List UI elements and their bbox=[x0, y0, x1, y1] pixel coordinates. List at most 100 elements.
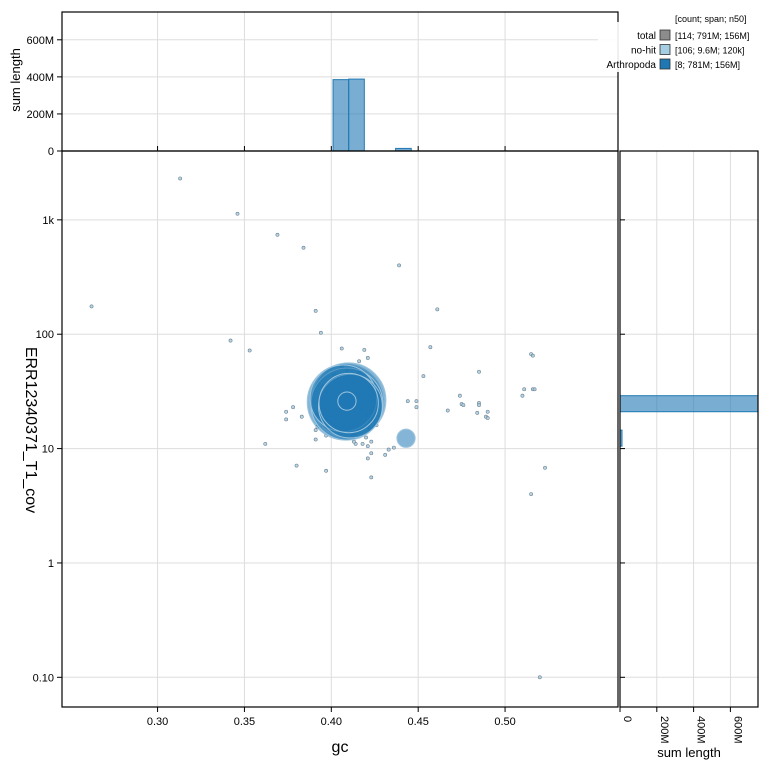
top-histogram-y-label: sum length bbox=[8, 48, 23, 112]
no-hit-point bbox=[284, 417, 289, 422]
no-hit-point bbox=[477, 403, 481, 407]
no-hit-point bbox=[339, 346, 344, 351]
y-axis-label: ERR12340371_T1_cov bbox=[22, 347, 39, 513]
top-y-tick-label: 400M bbox=[26, 72, 54, 84]
legend-entry-name: Arthropoda bbox=[607, 60, 657, 71]
top-y-tick-label: 600M bbox=[26, 35, 54, 47]
no-hit-point bbox=[529, 492, 534, 496]
no-hit-point bbox=[428, 345, 433, 350]
legend-entry-stats: [8; 781M; 156M] bbox=[675, 60, 740, 70]
no-hit-point bbox=[532, 387, 537, 392]
no-hit-point bbox=[530, 353, 535, 358]
no-hit-point bbox=[313, 428, 318, 433]
no-hit-point bbox=[313, 308, 318, 313]
legend-background bbox=[598, 22, 768, 72]
no-hit-point bbox=[537, 675, 542, 680]
no-hit-point bbox=[421, 374, 426, 379]
no-hit-point bbox=[485, 409, 490, 414]
no-hit-point bbox=[475, 411, 480, 415]
right-x-tick-label: 400M bbox=[695, 716, 707, 744]
no-hit-point bbox=[324, 468, 329, 473]
no-hit-point bbox=[543, 465, 547, 470]
top-histogram-bar bbox=[348, 78, 365, 152]
right-x-tick-label: 0 bbox=[621, 716, 633, 722]
no-hit-point bbox=[445, 408, 450, 413]
no-hit-point bbox=[228, 338, 233, 343]
no-hit-point bbox=[291, 405, 295, 410]
no-hit-point bbox=[365, 456, 370, 461]
no-hit-point bbox=[284, 409, 289, 414]
legend-swatch bbox=[659, 44, 671, 55]
right-histogram-frame bbox=[619, 150, 759, 708]
no-hit-point bbox=[364, 435, 368, 440]
no-hit-point bbox=[405, 399, 410, 404]
no-hit-point bbox=[391, 445, 396, 450]
legend-header: [count; span; n50] bbox=[675, 14, 747, 24]
x-tick-label: 0.40 bbox=[321, 716, 342, 728]
no-hit-point bbox=[263, 441, 268, 446]
no-hit-point bbox=[369, 475, 374, 480]
no-hit-point bbox=[414, 399, 419, 404]
right-histogram-x-label: sum length bbox=[657, 745, 721, 760]
no-hit-point bbox=[247, 348, 252, 353]
arthropoda-point bbox=[337, 391, 357, 411]
right-x-tick-label: 600M bbox=[731, 716, 743, 744]
legend: [count; span; n50] total [114; 791M; 156M]… bbox=[598, 14, 768, 72]
legend-entry-stats: [106; 9.6M; 120k] bbox=[675, 46, 745, 56]
no-hit-point bbox=[520, 393, 525, 398]
x-tick-label: 0.45 bbox=[407, 716, 428, 728]
no-hit-point bbox=[235, 211, 240, 216]
top-histogram-bar bbox=[332, 79, 350, 152]
y-tick-label: 100 bbox=[36, 329, 54, 341]
x-tick-label: 0.50 bbox=[494, 716, 515, 728]
no-hit-point bbox=[435, 307, 440, 312]
no-hit-point bbox=[383, 453, 388, 457]
x-tick-label: 0.30 bbox=[147, 716, 168, 728]
no-hit-point bbox=[397, 263, 401, 268]
x-axis-label: gc bbox=[332, 739, 349, 756]
no-hit-point bbox=[89, 304, 94, 309]
no-hit-point bbox=[318, 330, 323, 335]
y-tick-label: 10 bbox=[42, 444, 54, 456]
top-y-tick-label: 200M bbox=[26, 109, 54, 121]
top-y-tick-label: 0 bbox=[48, 146, 54, 158]
no-hit-point bbox=[485, 416, 490, 420]
right-histogram-panel: 0 200M 400M 600M bbox=[619, 150, 759, 744]
no-hit-point bbox=[365, 356, 370, 360]
right-histogram-bar bbox=[619, 395, 759, 413]
legend-entry-name: total bbox=[637, 31, 656, 42]
no-hit-point bbox=[365, 444, 370, 449]
arthropoda-point bbox=[396, 428, 416, 448]
no-hit-point bbox=[461, 403, 466, 407]
right-x-tick-label: 200M bbox=[658, 716, 670, 744]
no-hit-point bbox=[351, 439, 356, 444]
y-tick-label: 1k bbox=[42, 215, 54, 227]
scatter-frame bbox=[61, 150, 619, 708]
no-hit-point bbox=[362, 347, 367, 352]
scatter-panel: 0.30 0.35 0.40 0.45 0.50 0.10 1 10 100 1k bbox=[33, 150, 619, 728]
no-hit-point bbox=[301, 245, 306, 250]
axis-labels: gc ERR12340371_T1_cov sum length sum len… bbox=[8, 48, 721, 760]
y-tick-label: 1 bbox=[48, 558, 54, 570]
legend-swatch bbox=[659, 29, 671, 41]
no-hit-point bbox=[369, 451, 374, 456]
no-hit-point bbox=[299, 414, 304, 419]
top-histogram-panel: 0 200M 400M 600M bbox=[26, 11, 619, 158]
no-hit-point bbox=[313, 437, 318, 442]
no-hit-point bbox=[294, 463, 299, 468]
legend-entry-name: no-hit bbox=[631, 46, 656, 57]
no-hit-point bbox=[360, 441, 365, 446]
legend-entry-stats: [114; 791M; 156M] bbox=[675, 31, 749, 41]
no-hit-point bbox=[477, 369, 481, 374]
x-tick-label: 0.35 bbox=[234, 716, 255, 728]
no-hit-point bbox=[369, 439, 374, 444]
no-hit-point bbox=[178, 176, 183, 181]
y-tick-label: 0.10 bbox=[33, 672, 54, 684]
legend-swatch bbox=[659, 58, 671, 70]
no-hit-point bbox=[457, 393, 462, 398]
no-hit-point bbox=[386, 447, 391, 452]
no-hit-point bbox=[522, 387, 527, 392]
no-hit-point bbox=[275, 232, 280, 237]
no-hit-point bbox=[414, 405, 419, 410]
